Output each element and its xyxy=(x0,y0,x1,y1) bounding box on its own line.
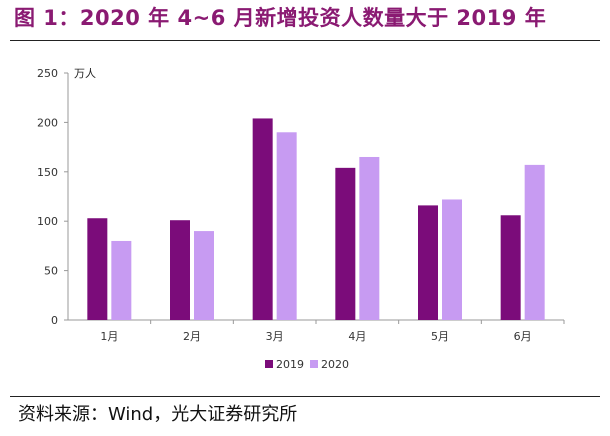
bar-2020-4 xyxy=(359,156,380,320)
legend-label-2020: 2020 xyxy=(321,358,349,371)
x-tick-label: 2月 xyxy=(183,330,201,343)
figure-title: 图 1：2020 年 4~6 月新增投资人数量大于 2019 年 xyxy=(14,6,547,30)
y-tick-label: 250 xyxy=(37,67,58,80)
bar-2019-2 xyxy=(170,220,190,320)
x-tick-label: 3月 xyxy=(266,330,284,343)
x-tick-labels: 1月 2月 3月 4月 5月 6月 xyxy=(100,330,531,343)
y-tick-label: 0 xyxy=(51,314,58,327)
bar-2020-2 xyxy=(194,231,214,320)
bar-2019-4 xyxy=(335,167,356,320)
legend-label-2019: 2019 xyxy=(276,358,304,371)
y-tick-label: 100 xyxy=(37,215,58,228)
x-tick-label: 6月 xyxy=(514,330,532,343)
x-tick-label: 5月 xyxy=(431,330,449,343)
bar-2019-6 xyxy=(500,215,521,320)
bar-2019-5 xyxy=(418,205,438,320)
x-tick-label: 4月 xyxy=(348,330,366,343)
bar-2020-1 xyxy=(111,240,132,320)
unit-label: 万人 xyxy=(74,67,96,80)
bar-2020-3 xyxy=(276,132,297,320)
source-note: 资料来源：Wind，光大证券研究所 xyxy=(18,404,298,425)
y-tick-label: 200 xyxy=(37,116,58,129)
bar-2019-3 xyxy=(252,118,273,320)
chart-axes: 0 50 100 150 200 250 xyxy=(37,67,565,327)
chart-legend: 2019 2020 xyxy=(265,358,349,371)
bar-2020-5 xyxy=(442,199,462,320)
bar-2020-6 xyxy=(524,164,545,320)
bar-2019-1 xyxy=(87,218,108,320)
source-divider xyxy=(10,396,600,397)
legend-swatch-2019 xyxy=(265,360,273,368)
y-tick-label: 50 xyxy=(44,265,58,278)
y-tick-label: 150 xyxy=(37,166,58,179)
title-divider xyxy=(10,40,600,41)
x-tick-label: 1月 xyxy=(100,330,118,343)
chart-bars xyxy=(87,118,545,320)
legend-swatch-2020 xyxy=(310,360,318,368)
